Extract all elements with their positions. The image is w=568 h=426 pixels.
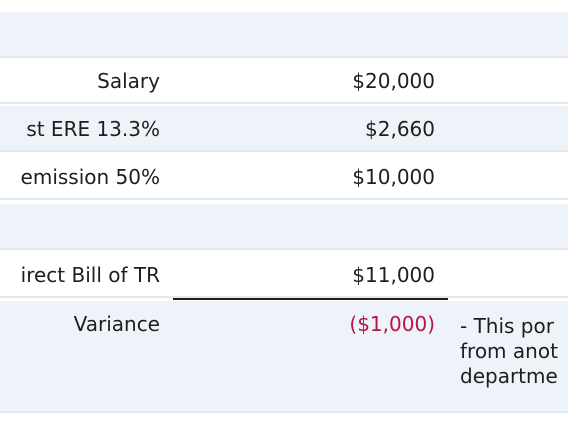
- row-label: Salary: [97, 69, 160, 93]
- table-row-blank: [0, 204, 568, 250]
- note-line: - This por: [460, 314, 554, 338]
- row-amount: $10,000: [352, 165, 435, 189]
- row-amount: $11,000: [352, 263, 435, 287]
- table-row-salary: Salary $20,000: [0, 58, 568, 104]
- table-row-direct-bill: irect Bill of TR $11,000: [0, 252, 568, 298]
- row-label: irect Bill of TR: [20, 263, 160, 287]
- note-line: from anot: [460, 339, 558, 363]
- table-row-blank-header: [0, 12, 568, 58]
- table-row-remission: emission 50% $10,000: [0, 154, 568, 200]
- total-rule: [173, 298, 448, 300]
- table-row-ere: st ERE 13.3% $2,660: [0, 106, 568, 152]
- row-amount: $20,000: [352, 69, 435, 93]
- variance-amount: ($1,000): [349, 312, 435, 336]
- row-label: emission 50%: [20, 165, 160, 189]
- variance-note: - This por from anot departme: [460, 314, 558, 389]
- note-line: departme: [460, 364, 558, 388]
- table-row-variance: Variance ($1,000): [0, 301, 568, 413]
- row-label: Variance: [73, 312, 160, 336]
- row-amount: $2,660: [365, 117, 435, 141]
- row-label: st ERE 13.3%: [26, 117, 160, 141]
